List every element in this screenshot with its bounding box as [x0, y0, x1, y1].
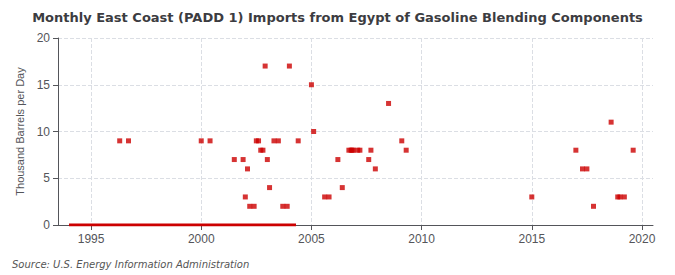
svg-text:1995: 1995 [78, 232, 105, 246]
svg-text:Source: U.S. Energy Informatio: Source: U.S. Energy Information Administ… [12, 259, 249, 270]
svg-text:2015: 2015 [518, 232, 545, 246]
svg-text:2010: 2010 [408, 232, 435, 246]
svg-text:0: 0 [43, 218, 50, 232]
svg-text:2000: 2000 [188, 232, 215, 246]
svg-text:10: 10 [37, 125, 51, 139]
svg-text:15: 15 [37, 78, 51, 92]
svg-text:Thousand Barrels per Day: Thousand Barrels per Day [14, 67, 26, 196]
svg-text:2020: 2020 [629, 232, 656, 246]
svg-text:2005: 2005 [298, 232, 325, 246]
svg-text:Monthly East Coast (PADD 1) Im: Monthly East Coast (PADD 1) Imports from… [32, 10, 643, 25]
svg-text:20: 20 [37, 31, 51, 45]
svg-text:5: 5 [43, 171, 50, 185]
